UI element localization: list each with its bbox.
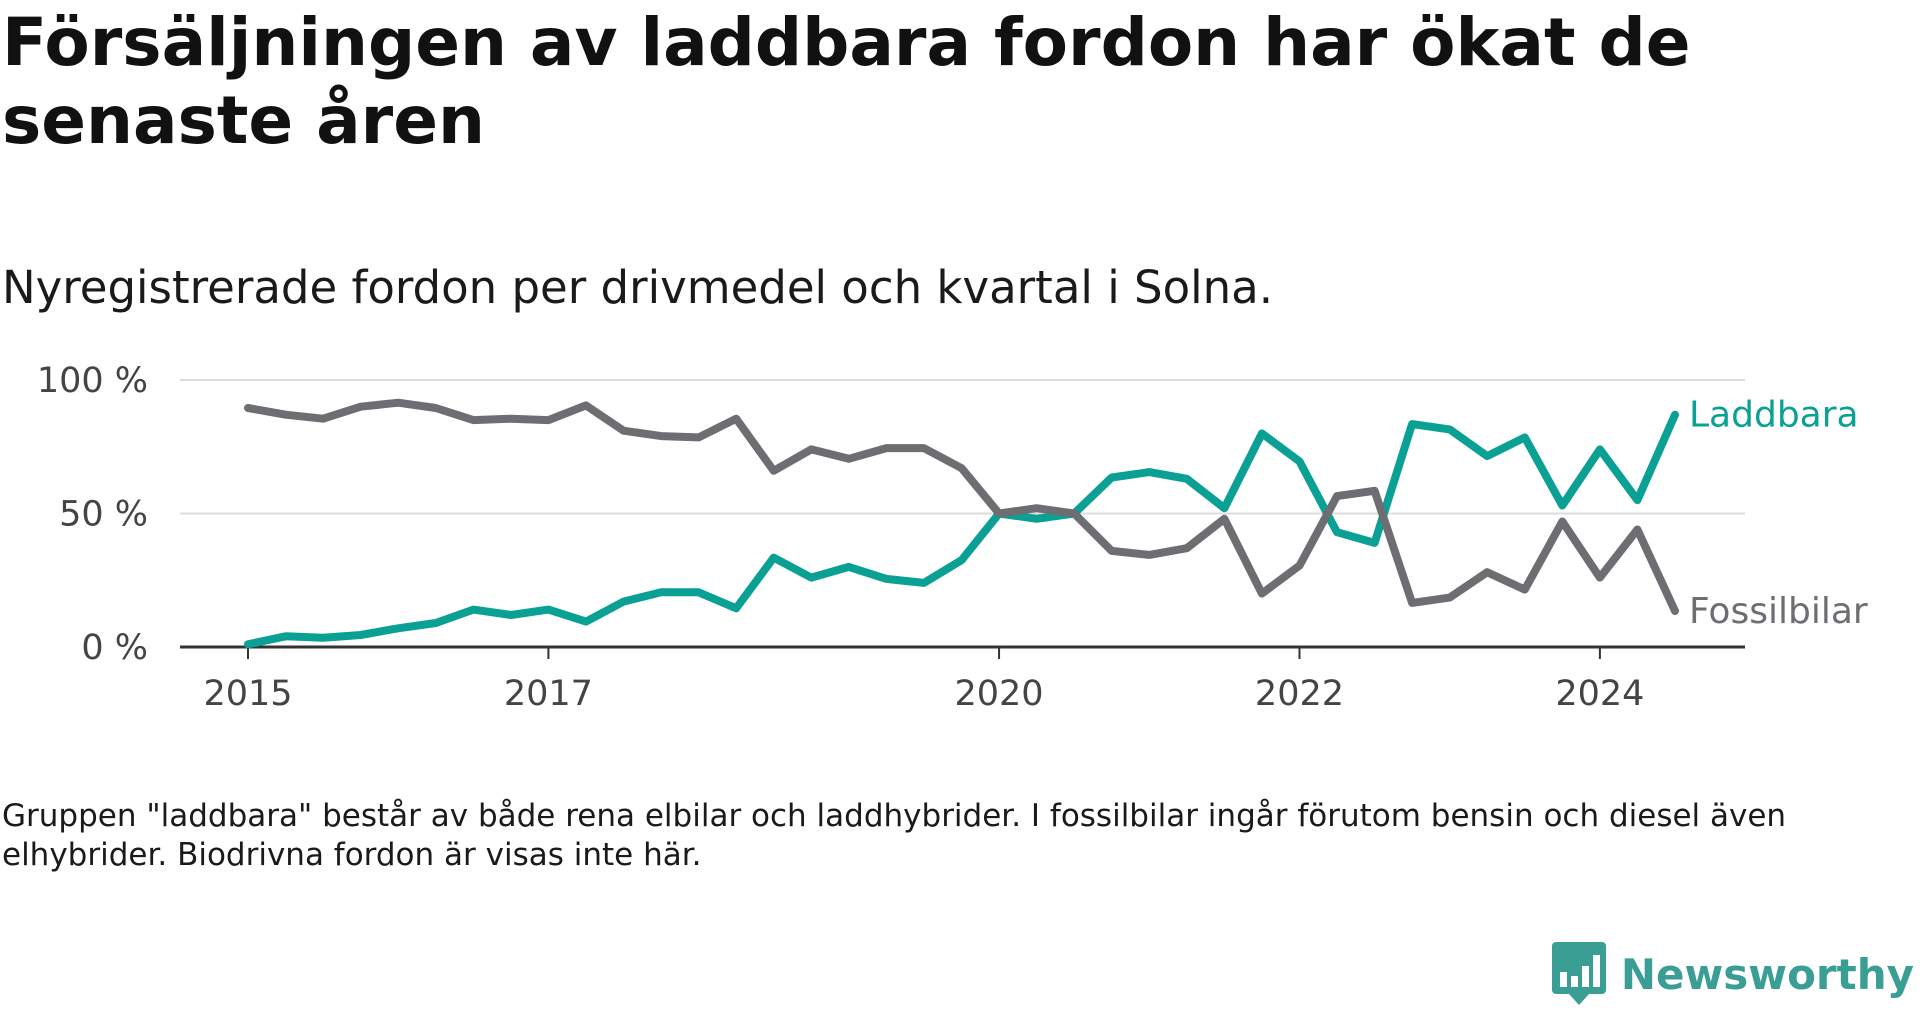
chart-title: Försäljningen av laddbara fordon har öka…	[2, 4, 1691, 159]
chart-subtitle: Nyregistrerade fordon per drivmedel och …	[2, 261, 1274, 314]
x-tick-label: 2017	[504, 674, 593, 714]
axes: 0 % 50 % 100 % 2015 2017 2020 2022 2024	[37, 361, 1745, 714]
x-tick-label: 2022	[1255, 674, 1344, 714]
gridlines	[180, 379, 1745, 515]
series-label-laddbara: Laddbara	[1689, 395, 1859, 436]
newsworthy-logo-icon	[1551, 942, 1606, 1005]
x-tick-label: 2015	[203, 674, 292, 714]
series-label-fossilbilar: Fossilbilar	[1689, 591, 1868, 632]
y-tick-label: 50 %	[59, 495, 148, 535]
series-lines	[244, 398, 1679, 649]
brand-logo[interactable]: Newsworthy	[1551, 938, 1914, 1010]
series-line-laddbara	[244, 410, 1679, 649]
chart-footnote: Gruppen "laddbara" består av både rena e…	[2, 798, 1787, 873]
y-tick-label: 0 %	[81, 628, 148, 668]
brand-name: Newsworthy	[1620, 949, 1914, 999]
x-tick-label: 2020	[955, 674, 1044, 714]
series-labels: Laddbara Fossilbilar	[1689, 395, 1868, 632]
series-line-fossilbilar	[244, 398, 1679, 615]
x-tick-label: 2024	[1555, 674, 1644, 714]
y-tick-label: 100 %	[37, 361, 148, 401]
line-chart: 0 % 50 % 100 % 2015 2017 2020 2022 2024 Laddbar…	[37, 361, 1868, 714]
